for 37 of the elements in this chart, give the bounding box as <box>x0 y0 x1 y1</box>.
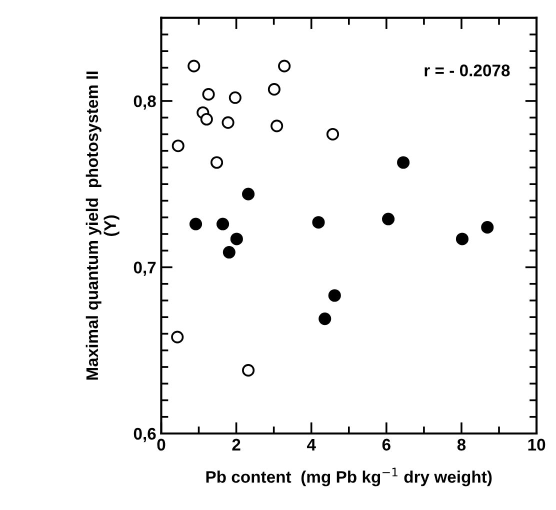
point <box>200 112 213 126</box>
point <box>270 120 284 132</box>
annotation: r = - 0.2078 <box>424 64 510 76</box>
point <box>456 232 469 246</box>
x-tick-label: 0 <box>157 438 166 451</box>
point <box>210 156 224 169</box>
point <box>228 91 242 104</box>
point <box>268 83 280 96</box>
point <box>312 216 325 229</box>
x-tick-label: 10 <box>528 438 546 451</box>
point <box>382 212 395 226</box>
point <box>318 312 332 326</box>
point <box>202 88 215 101</box>
point <box>481 221 494 234</box>
point <box>188 60 200 72</box>
point <box>242 188 255 200</box>
y-axis-title: Maximal quantum yield photosystem II (Y) <box>86 72 120 380</box>
point <box>397 156 410 169</box>
x-axis-title: Pb content (mg Pb kg$^{−1}$ dry weight) <box>206 468 492 486</box>
y-tick-label: 0,7 <box>134 262 156 276</box>
point <box>172 140 184 152</box>
x-tick-label: 2 <box>232 438 240 450</box>
point <box>230 232 243 246</box>
point <box>328 289 341 302</box>
point <box>278 60 291 72</box>
x-tick-label: 6 <box>382 438 390 451</box>
point <box>189 218 202 230</box>
point <box>216 218 230 230</box>
x-tick-label: 8 <box>457 438 466 451</box>
x-tick-label: 4 <box>306 438 316 450</box>
point <box>222 246 236 259</box>
y-tick-label: 0,6 <box>134 428 156 442</box>
point <box>171 330 184 344</box>
point <box>242 364 255 377</box>
point <box>222 116 234 129</box>
y-tick-label: 0,8 <box>134 95 156 110</box>
point <box>326 128 340 141</box>
